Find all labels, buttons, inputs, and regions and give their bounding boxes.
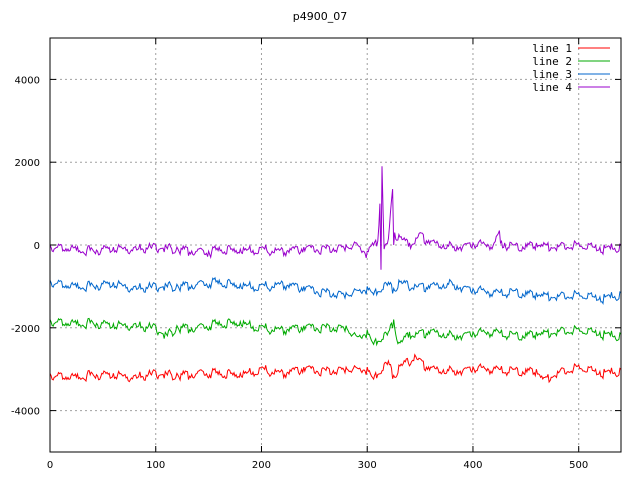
legend-label: line 4	[532, 81, 572, 94]
series-line-line-4	[49, 166, 622, 270]
legend-label: line 2	[532, 55, 572, 68]
y-tick-label: -2000	[11, 324, 40, 335]
series-line-line-2	[49, 317, 622, 347]
axis-ticks: 0 100 200 300 400 500 -4000 -2000 0 2000 4000	[11, 38, 621, 471]
series-lines	[49, 166, 622, 384]
series-line-line-3	[49, 276, 622, 306]
y-tick-label: 0	[34, 241, 40, 252]
y-tick-label: 4000	[15, 75, 40, 86]
x-tick-label: 100	[146, 460, 165, 471]
y-tick-label: -4000	[11, 407, 40, 418]
chart-title: p4900_07	[292, 10, 348, 23]
legend-label: line 1	[532, 42, 572, 55]
x-tick-label: 200	[252, 460, 271, 471]
y-tick-label: 2000	[15, 158, 40, 169]
x-tick-label: 0	[47, 460, 53, 471]
x-tick-label: 400	[463, 460, 482, 471]
legend-label: line 3	[532, 68, 572, 81]
series-line-line-1	[49, 353, 622, 384]
grid-lines	[50, 38, 621, 452]
x-tick-label: 500	[569, 460, 588, 471]
x-tick-label: 300	[358, 460, 377, 471]
